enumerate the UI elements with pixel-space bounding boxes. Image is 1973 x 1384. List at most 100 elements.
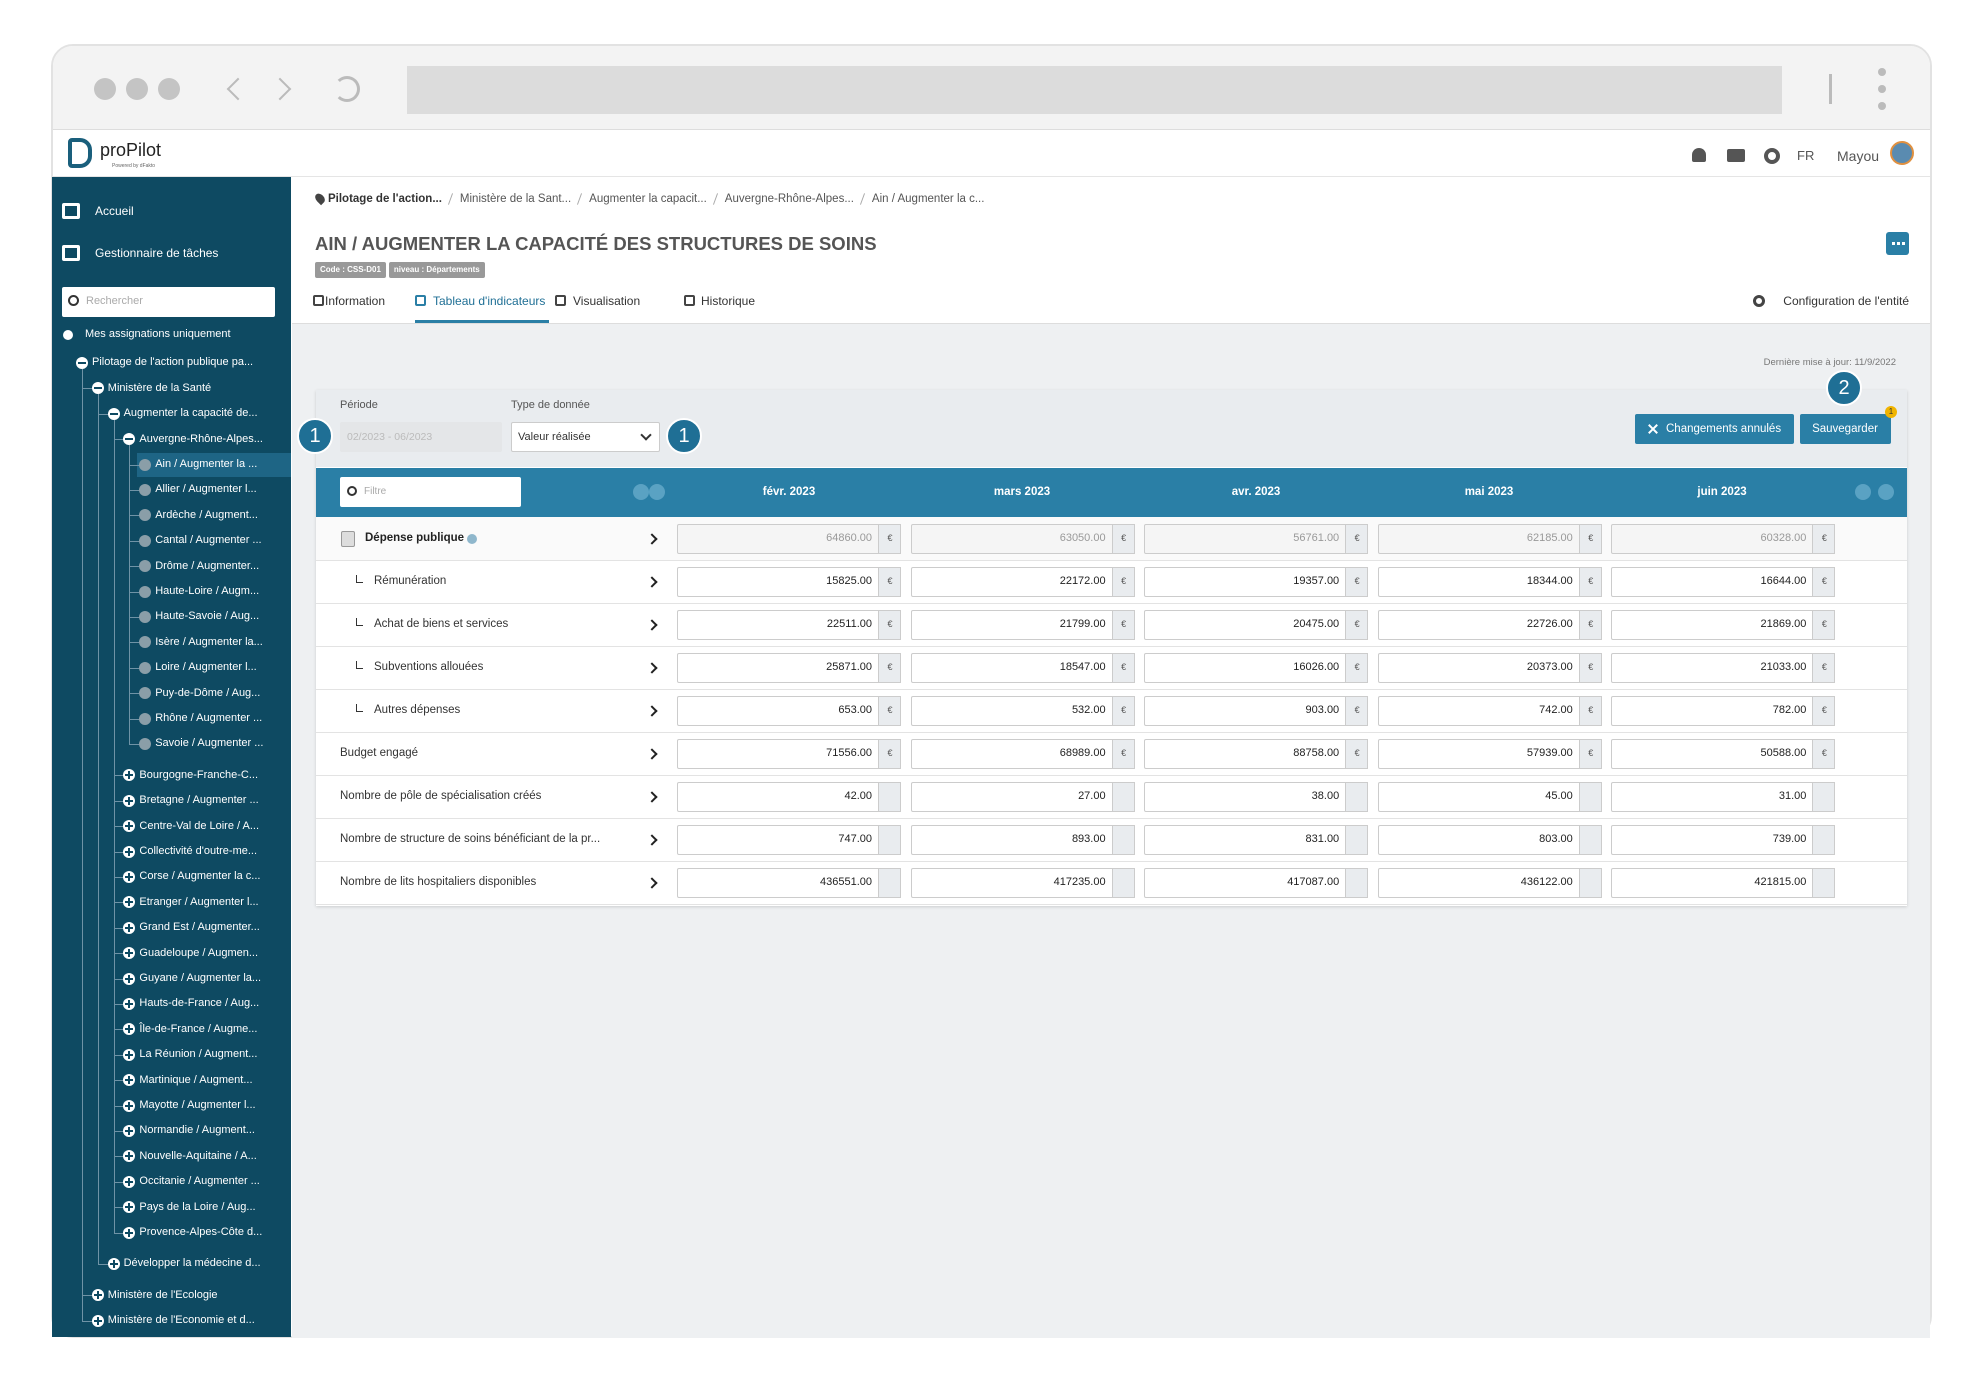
tree-item[interactable]: Ministère de la Santé [107,381,212,394]
tree-item[interactable]: Haute-Loire / Augm... [155,584,260,597]
tree-item[interactable]: Ardèche / Augment... [155,508,258,521]
address-bar[interactable] [407,66,1782,114]
tree-expand-icon[interactable] [123,972,136,985]
nav-item[interactable]: Accueil [95,203,134,218]
tree-item[interactable]: Centre-Val de Loire / A... [139,819,260,832]
tree-item[interactable]: Île-de-France / Augme... [139,1022,258,1035]
prev-button[interactable] [649,484,665,500]
tree-expand-icon[interactable] [123,1226,136,1239]
value-input[interactable]: 742.00 [1377,695,1580,726]
tree-item[interactable]: Rhône / Augmenter ... [155,711,263,724]
value-input[interactable]: 88758.00 [1144,738,1347,769]
value-input[interactable]: 18547.00 [910,652,1113,683]
value-input[interactable]: 20475.00 [1144,609,1347,640]
tree-item[interactable]: Isère / Augmenter la... [155,635,263,648]
tree-item[interactable]: Guadeloupe / Augmen... [139,946,259,959]
tree-expand-icon[interactable] [123,1023,136,1036]
value-input[interactable]: 417087.00 [1144,867,1347,898]
mail-icon[interactable] [1727,149,1745,162]
tree-expand-icon[interactable] [123,998,136,1010]
tree-item[interactable]: Collectivité d'outre-me... [139,844,258,857]
tree-item[interactable]: Hauts-de-France / Aug... [139,997,260,1010]
tree-item[interactable]: Augmenter la capacité de... [123,407,258,420]
tab[interactable]: Tableau d'indicateurs [433,293,546,308]
next-button[interactable] [1855,484,1871,500]
tree-item[interactable]: Mayotte / Augmenter l... [139,1098,256,1111]
value-input[interactable]: 68989.00 [910,738,1113,769]
value-input[interactable]: 31.00 [1611,781,1814,812]
value-input[interactable]: 417235.00 [910,867,1113,898]
tree-expand-icon[interactable] [123,1175,136,1188]
value-input[interactable]: 50588.00 [1611,738,1814,769]
tree-expand-icon[interactable] [123,1099,136,1112]
tab[interactable]: Visualisation [573,293,641,308]
tree-collapse-icon[interactable] [123,433,136,446]
value-input[interactable]: 38.00 [1144,781,1347,812]
value-input[interactable]: 747.00 [677,824,879,855]
value-input[interactable]: 739.00 [1611,824,1814,855]
value-input[interactable]: 18344.00 [1377,566,1580,597]
breadcrumb-item[interactable]: Ain / Augmenter la c... [871,192,985,205]
value-input[interactable]: 653.00 [677,695,879,726]
tree-item[interactable]: Haute-Savoie / Aug... [155,610,260,623]
language[interactable]: FR [1797,147,1815,163]
tree-item[interactable]: Nouvelle-Aquitaine / A... [139,1149,257,1162]
value-input[interactable]: 803.00 [1377,824,1580,855]
tree-item[interactable]: Etranger / Augmenter l... [139,895,259,908]
tree-collapse-icon[interactable] [76,357,88,369]
filter-input[interactable]: Filtre [340,477,521,507]
value-input[interactable]: 16644.00 [1611,566,1814,597]
filter-toggle[interactable]: Mes assignations uniquement [85,328,231,341]
value-input[interactable]: 782.00 [1611,695,1814,726]
save-button[interactable]: Sauvegarder [1800,414,1891,444]
tree-collapse-icon[interactable] [107,407,120,420]
value-input[interactable]: 893.00 [910,824,1113,855]
tree-item[interactable]: Bretagne / Augmenter ... [139,794,259,807]
value-input[interactable]: 21033.00 [1611,652,1814,683]
value-input[interactable]: 71556.00 [677,738,879,769]
tree-item[interactable]: Savoie / Augmenter ... [155,737,264,750]
value-input[interactable]: 22726.00 [1377,609,1580,640]
value-input[interactable]: 21799.00 [910,609,1113,640]
tree-expand-icon[interactable] [107,1258,120,1270]
value-input[interactable]: 831.00 [1144,824,1347,855]
value-input[interactable]: 25871.00 [677,652,879,683]
tree-item[interactable]: Corse / Augmenter la c... [139,870,261,883]
cancel-button[interactable]: Changements annulés [1635,414,1794,444]
tree-expand-icon[interactable] [91,1314,104,1327]
value-input[interactable]: 21869.00 [1611,609,1814,640]
next-button[interactable] [1878,484,1894,500]
tree-expand-icon[interactable] [123,1125,136,1137]
breadcrumb-item[interactable]: Auvergne-Rhône-Alpes... [724,192,854,205]
tree-expand-icon[interactable] [123,1074,136,1087]
value-input[interactable]: 16026.00 [1144,652,1347,683]
value-input[interactable]: 27.00 [910,781,1113,812]
nav-item[interactable]: Gestionnaire de tâches [95,245,219,260]
value-input[interactable]: 19357.00 [1144,566,1347,597]
value-input[interactable]: 421815.00 [1611,867,1814,898]
tree-item[interactable]: Guyane / Augmenter la... [139,971,262,984]
value-input[interactable]: 20373.00 [1377,652,1580,683]
tree-item[interactable]: Occitanie / Augmenter ... [139,1175,260,1188]
breadcrumb-item[interactable]: Augmenter la capacit... [589,192,707,205]
tree-item[interactable]: Cantal / Augmenter ... [155,534,262,547]
value-input[interactable]: 15825.00 [677,566,879,597]
value-input[interactable]: 45.00 [1377,781,1580,812]
more-button[interactable] [1886,232,1909,255]
tab[interactable]: Information [325,293,386,308]
tree-expand-icon[interactable] [123,1150,136,1163]
bell-icon[interactable] [1692,148,1706,162]
tree-item[interactable]: La Réunion / Augment... [139,1048,258,1061]
tree-expand-icon[interactable] [123,896,136,909]
tree-item[interactable]: Ministère de l'Economie et d... [107,1314,255,1327]
tree-expand-icon[interactable] [123,820,136,833]
value-input[interactable]: 436551.00 [677,867,879,898]
tree-item[interactable]: Provence-Alpes-Côte d... [139,1225,263,1238]
tree-item[interactable]: Auvergne-Rhône-Alpes... [139,432,263,445]
tree-item[interactable]: Ain / Augmenter la ... [155,457,258,470]
tree-item[interactable]: Bourgogne-Franche-C... [139,768,259,781]
tree-item[interactable]: Puy-de-Dôme / Aug... [155,686,261,699]
tree-expand-icon[interactable] [123,871,136,883]
tree-item[interactable]: Martinique / Augment... [139,1073,253,1086]
tree-item[interactable]: Normandie / Augment... [139,1124,255,1137]
